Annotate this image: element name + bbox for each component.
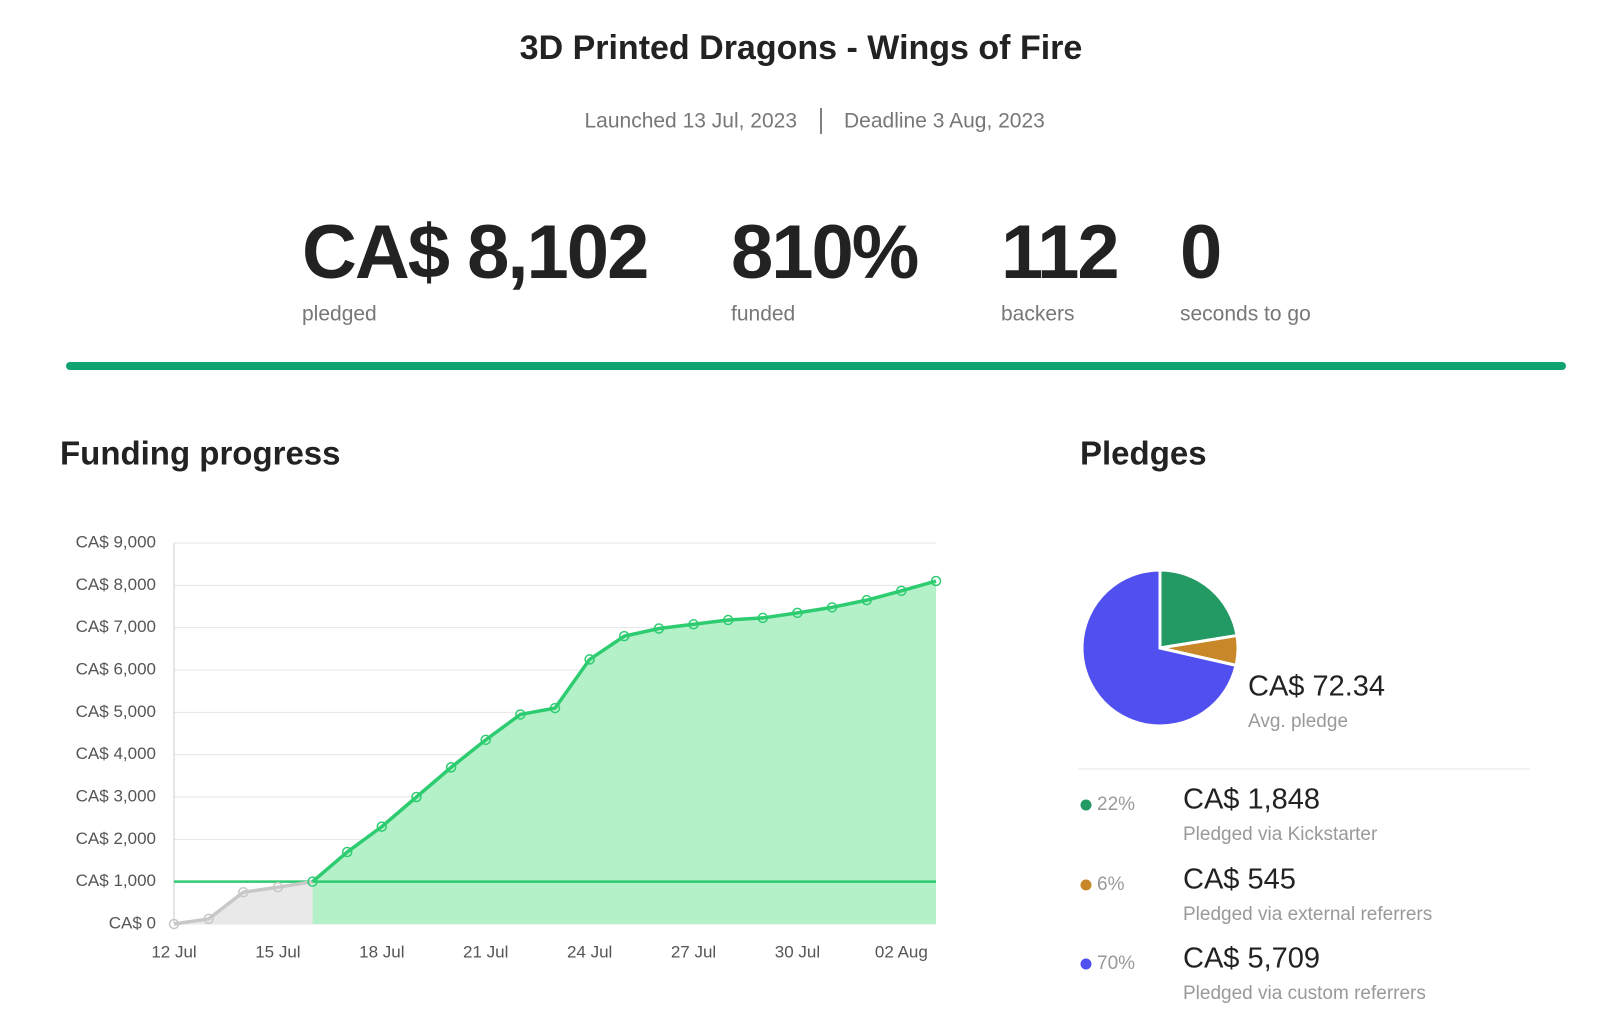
legend-amount: CA$ 545 [1183,864,1296,896]
launched-date: Launched 13 Jul, 2023 [584,110,797,133]
point [203,913,214,925]
legend-description: Pledged via custom referrers [1183,983,1426,1004]
y-tick-label: CA$ 2,000 [76,829,156,848]
point [445,762,457,773]
stat-value: 0 [1180,210,1220,295]
x-tick-label: 12 Jul [151,942,196,961]
stat-label: seconds to go [1180,303,1311,326]
legend-description: Pledged via external referrers [1183,904,1432,925]
legend-amount: CA$ 1,848 [1183,784,1320,816]
point [411,791,422,803]
pie-slice [1080,568,1238,728]
point [896,585,907,597]
y-tick-label: CA$ 0 [109,913,156,932]
stat-value: CA$ 8,102 [302,210,647,295]
legend-dot [1080,799,1092,811]
stat-value: 112 [1001,210,1118,295]
point [619,630,630,642]
point [341,846,353,858]
point [688,619,699,630]
line [173,879,313,926]
stat-label: funded [731,303,795,326]
x-tick-label: 02 Aug [875,942,928,961]
area [312,581,937,924]
point [515,709,526,720]
x-tick-label: 21 Jul [463,942,508,961]
avg-pledge-label: Avg. pledge [1248,711,1348,732]
legend-percent: 70% [1097,953,1135,974]
y-tick-label: CA$ 4,000 [76,744,156,763]
point [757,612,769,624]
project-title: 3D Printed Dragons - Wings of Fire [520,29,1083,67]
legend-dot [1080,879,1092,891]
stat-value: 810% [731,210,918,295]
legend-amount: CA$ 5,709 [1183,943,1320,975]
point [272,881,284,893]
point [653,623,665,634]
section-title: Funding progress [60,435,341,472]
y-tick-label: CA$ 3,000 [76,786,156,805]
point [930,575,942,587]
point [307,876,318,887]
x-tick-label: 30 Jul [775,942,820,961]
stat-label: pledged [302,303,377,326]
point [238,887,249,898]
legend-description: Pledged via Kickstarter [1183,824,1378,845]
point [584,654,595,665]
point [722,614,734,626]
x-tick-label: 18 Jul [359,942,404,961]
legend-percent: 6% [1097,874,1125,895]
legend-percent: 22% [1097,794,1135,815]
legend-dot [1080,958,1092,970]
point [826,602,838,613]
point [549,702,561,714]
deadline-date: Deadline 3 Aug, 2023 [844,110,1045,133]
stat-label: backers [1001,303,1075,326]
point [861,594,872,606]
y-tick-label: CA$ 9,000 [76,532,156,551]
y-tick-label: CA$ 5,000 [76,702,156,721]
y-tick-label: CA$ 7,000 [76,617,156,636]
section-title: Pledges [1080,435,1207,472]
pie-slice [1158,568,1239,650]
y-tick-label: CA$ 8,000 [76,575,156,594]
point [168,918,180,930]
y-tick-label: CA$ 1,000 [76,871,156,890]
x-tick-label: 15 Jul [255,942,300,961]
point [480,734,491,746]
point [376,821,388,832]
x-tick-label: 27 Jul [671,942,716,961]
avg-pledge: CA$ 72.34 [1248,671,1385,703]
x-tick-label: 24 Jul [567,942,612,961]
line [311,579,937,883]
y-tick-label: CA$ 6,000 [76,659,156,678]
point [792,607,803,619]
